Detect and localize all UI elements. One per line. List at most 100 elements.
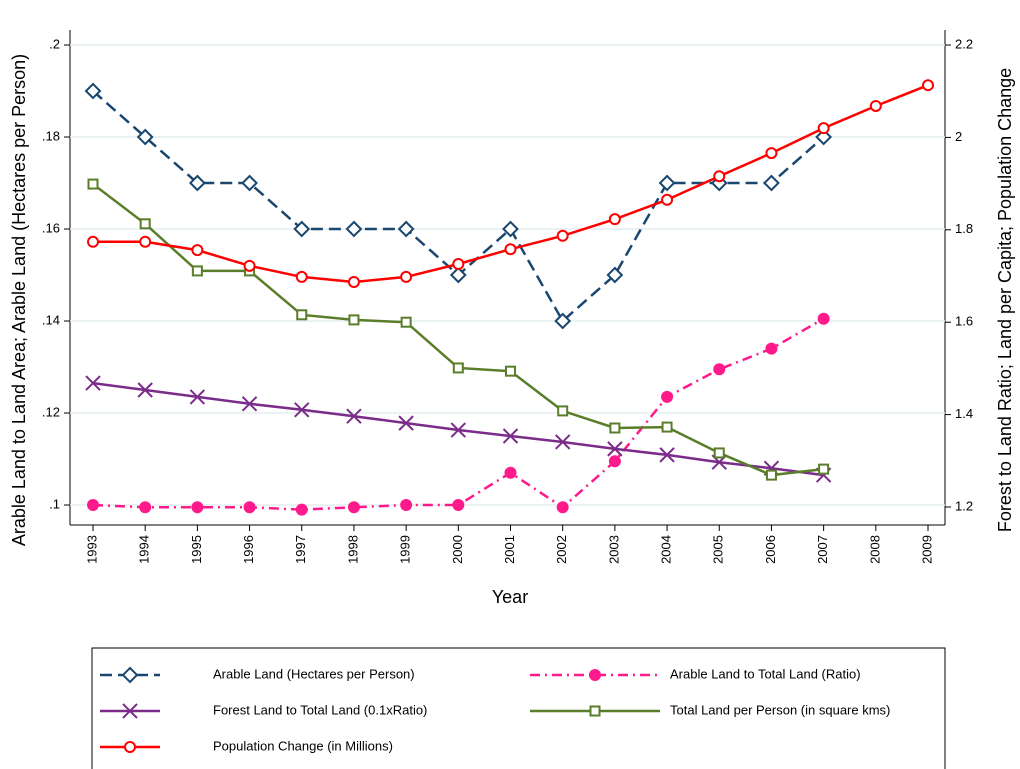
x-tick-label: 1996 [241,535,256,564]
marker [85,375,101,391]
marker [556,229,569,242]
marker [400,499,413,511]
marker [504,243,517,256]
marker [241,174,258,192]
marker [243,259,256,272]
legend-label: Forest Land to Total Land (0.1xRatio) [213,702,427,717]
marker [658,174,676,192]
x-tick-label: 1994 [137,535,152,564]
x-tick-label: 1997 [293,535,308,564]
marker [815,128,833,146]
marker [397,220,415,238]
marker [295,270,308,283]
marker [763,174,780,192]
marker [504,466,517,479]
marker [452,362,464,374]
legend-marker [589,669,601,681]
marker [502,428,519,444]
x-tick-label: 2006 [763,535,778,564]
y-tick-label: .2 [49,36,60,51]
marker [765,147,778,160]
marker [606,266,624,284]
x-tick-label: 2003 [606,535,621,564]
marker [450,422,467,438]
legend-marker [121,666,139,684]
x-tick-label: 2004 [659,535,674,564]
x-tick-label: 2002 [554,535,569,564]
x-tick-label: 1999 [398,535,413,564]
legend-marker [589,705,601,717]
marker [661,390,674,403]
marker [293,220,311,238]
marker [818,463,830,475]
marker [241,396,258,412]
marker [765,342,778,355]
legend-label: Arable Land to Total Land (Ratio) [670,666,861,681]
y2-tick-label: 2 [955,129,962,144]
marker [294,402,310,418]
marker [713,363,726,376]
marker [502,220,519,238]
y-axis-title: Arable Land to Land Area; Arable Land (H… [9,54,29,546]
marker [345,220,363,238]
y2-tick-label: 1.8 [955,221,973,236]
marker [713,447,725,459]
marker [452,257,465,270]
marker [139,501,152,514]
x-tick-label: 2005 [711,535,726,564]
legend-label: Total Land per Person (in square kms) [670,702,890,717]
marker [869,99,882,112]
legend-label: Population Change (in Millions) [213,738,393,753]
marker [449,266,467,284]
x-tick-label: 1998 [345,535,360,564]
marker [817,312,830,325]
marker [556,501,569,514]
marker [400,270,413,283]
marker [347,276,360,289]
marker [87,235,99,248]
y2-axis-title: Forest to Land Ratio; Land per Capita; P… [995,68,1015,532]
marker [137,382,153,398]
marker [139,235,152,248]
x-tick-label: 2007 [815,535,830,564]
marker [661,421,673,433]
marker [554,434,571,450]
marker [139,218,151,230]
x-tick-label: 2009 [919,535,934,564]
y-tick-label: .16 [42,220,60,235]
y-tick-label: .14 [42,312,60,327]
y-tick-label: .1 [49,496,60,511]
marker [661,193,674,206]
y2-tick-label: 1.4 [955,406,973,421]
marker [136,128,154,146]
marker [713,170,726,183]
marker [608,213,621,226]
marker [191,501,204,514]
marker [348,314,360,326]
x-tick-label: 2000 [450,535,465,564]
legend-label: Arable Land (Hectares per Person) [213,666,415,681]
marker [607,441,623,457]
marker [765,469,777,481]
marker [84,82,102,100]
marker [346,408,362,424]
marker [608,455,621,468]
x-tick-label: 2001 [502,535,517,564]
x-axis-title: Year [492,587,528,607]
marker [557,405,569,417]
legend-marker [124,741,136,753]
marker [189,389,206,405]
x-tick-label: 1995 [189,535,204,564]
marker [609,422,621,434]
marker [296,309,308,321]
y-tick-label: .12 [42,404,60,419]
marker [817,122,830,135]
legend-marker [122,703,138,719]
y2-tick-label: 2.2 [955,36,973,51]
marker [659,447,675,463]
y2-tick-label: 1.6 [955,314,973,329]
marker [505,365,516,377]
marker [191,244,204,257]
